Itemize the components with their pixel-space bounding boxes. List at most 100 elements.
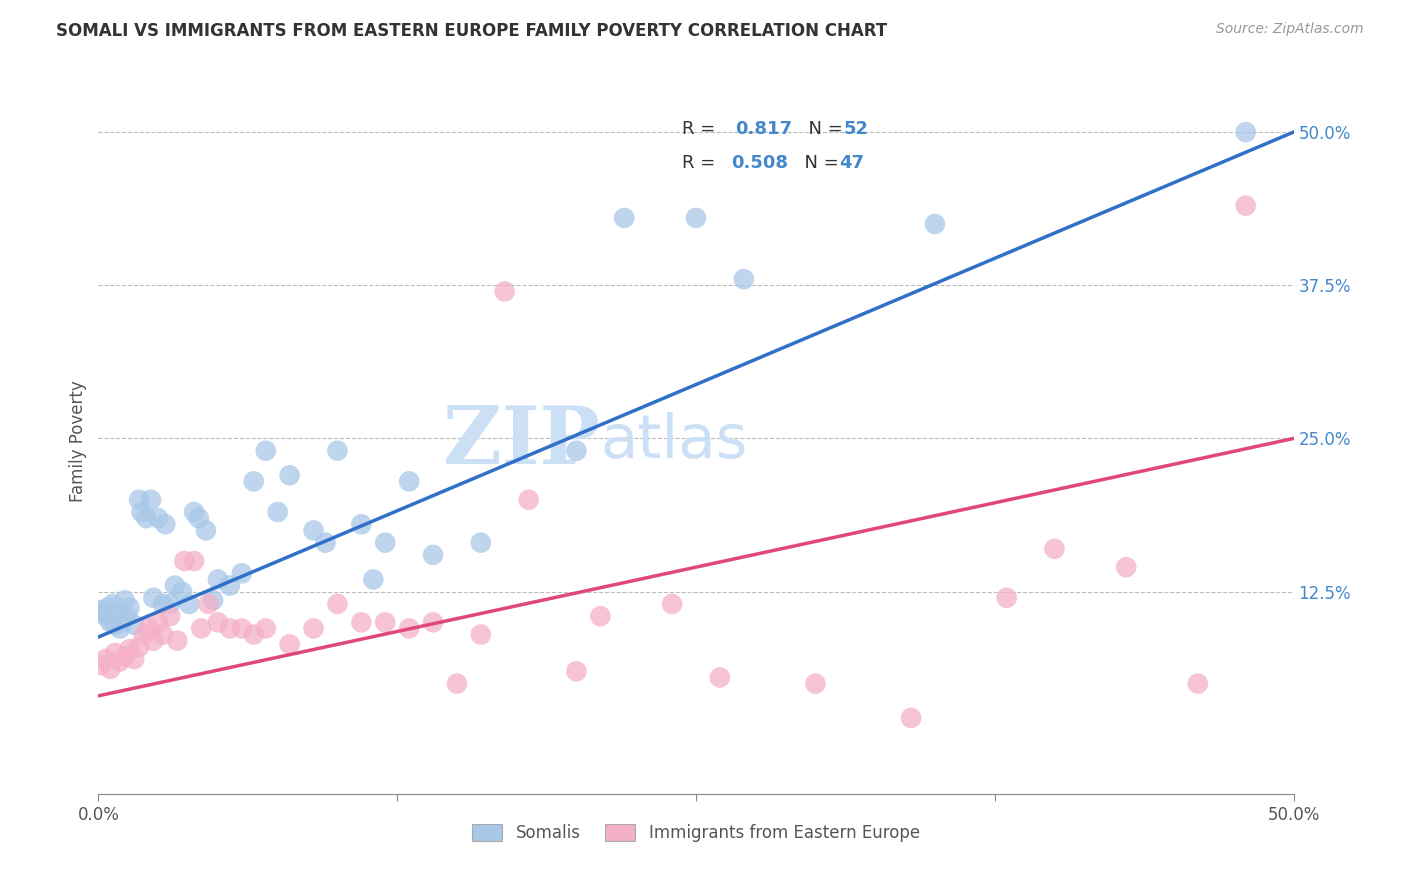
Point (267, 505, 290, 519)
Point (804, 676, 827, 690)
Text: 52: 52 (844, 120, 869, 138)
Point (159, 597, 181, 611)
Point (155, 517, 177, 532)
Point (124, 652, 146, 666)
Point (494, 285, 516, 299)
Text: 0.508: 0.508 (731, 154, 787, 172)
Text: 0.817: 0.817 (735, 120, 792, 138)
Y-axis label: Family Poverty: Family Poverty (69, 381, 87, 502)
Point (128, 492, 150, 507)
Point (1187, 676, 1209, 690)
Point (94, 609, 117, 624)
Point (231, 622, 253, 636)
Point (90, 603, 112, 617)
Point (183, 554, 205, 568)
Text: ZIP: ZIP (443, 402, 600, 481)
Point (202, 593, 225, 607)
Point (104, 617, 127, 632)
Point (107, 606, 129, 620)
Point (231, 566, 253, 581)
Point (219, 622, 242, 636)
Point (115, 609, 138, 624)
Point (142, 633, 165, 648)
Point (118, 600, 141, 615)
Text: 47: 47 (839, 154, 865, 172)
Point (350, 517, 373, 532)
Point (148, 615, 170, 630)
Point (565, 443, 588, 458)
Point (924, 217, 946, 231)
Point (422, 615, 444, 630)
Point (90, 658, 112, 673)
Point (661, 597, 683, 611)
Point (148, 511, 170, 525)
Point (350, 615, 373, 630)
Point (114, 593, 136, 607)
Point (613, 211, 636, 225)
Text: N =: N = (797, 120, 848, 138)
Point (398, 475, 420, 489)
Point (470, 627, 492, 641)
Point (326, 597, 349, 611)
Point (363, 573, 385, 587)
Point (278, 637, 301, 651)
Point (446, 676, 468, 690)
Point (152, 627, 174, 641)
Point (995, 591, 1018, 605)
Point (179, 597, 201, 611)
Point (422, 548, 444, 562)
Point (517, 492, 540, 507)
Point (128, 640, 150, 654)
Text: atlas: atlas (600, 412, 748, 471)
Point (207, 573, 229, 587)
Point (398, 622, 420, 636)
Point (302, 524, 325, 538)
Point (1234, 125, 1257, 139)
Point (159, 609, 181, 624)
Point (470, 535, 492, 549)
Point (97, 600, 120, 615)
Text: R =: R = (682, 120, 727, 138)
Point (219, 578, 242, 592)
Point (183, 505, 205, 519)
Text: SOMALI VS IMMIGRANTS FROM EASTERN EUROPE FAMILY POVERTY CORRELATION CHART: SOMALI VS IMMIGRANTS FROM EASTERN EUROPE… (56, 22, 887, 40)
Point (733, 272, 755, 286)
Point (124, 617, 146, 632)
Point (152, 597, 174, 611)
Point (190, 622, 212, 636)
Text: R =: R = (682, 154, 720, 172)
Point (172, 584, 194, 599)
Point (108, 622, 131, 636)
Point (589, 609, 612, 624)
Point (243, 475, 266, 489)
Point (135, 511, 157, 525)
Point (139, 492, 162, 507)
Point (114, 649, 136, 664)
Point (278, 468, 301, 483)
Point (132, 627, 155, 641)
Point (197, 597, 219, 611)
Point (195, 524, 218, 538)
Point (104, 646, 127, 660)
Point (166, 633, 188, 648)
Point (254, 443, 277, 458)
Point (1115, 560, 1137, 574)
Point (98, 662, 122, 676)
Point (101, 597, 124, 611)
Point (254, 622, 277, 636)
Point (98, 615, 122, 630)
Point (91, 606, 114, 620)
Point (118, 642, 141, 657)
Point (207, 615, 229, 630)
Point (374, 615, 396, 630)
Point (302, 622, 325, 636)
Point (243, 627, 266, 641)
Point (374, 535, 396, 549)
Point (138, 622, 160, 636)
Point (1043, 541, 1066, 556)
Point (565, 665, 588, 679)
Point (709, 670, 731, 684)
Point (173, 554, 195, 568)
Point (108, 655, 131, 669)
Point (315, 535, 337, 549)
